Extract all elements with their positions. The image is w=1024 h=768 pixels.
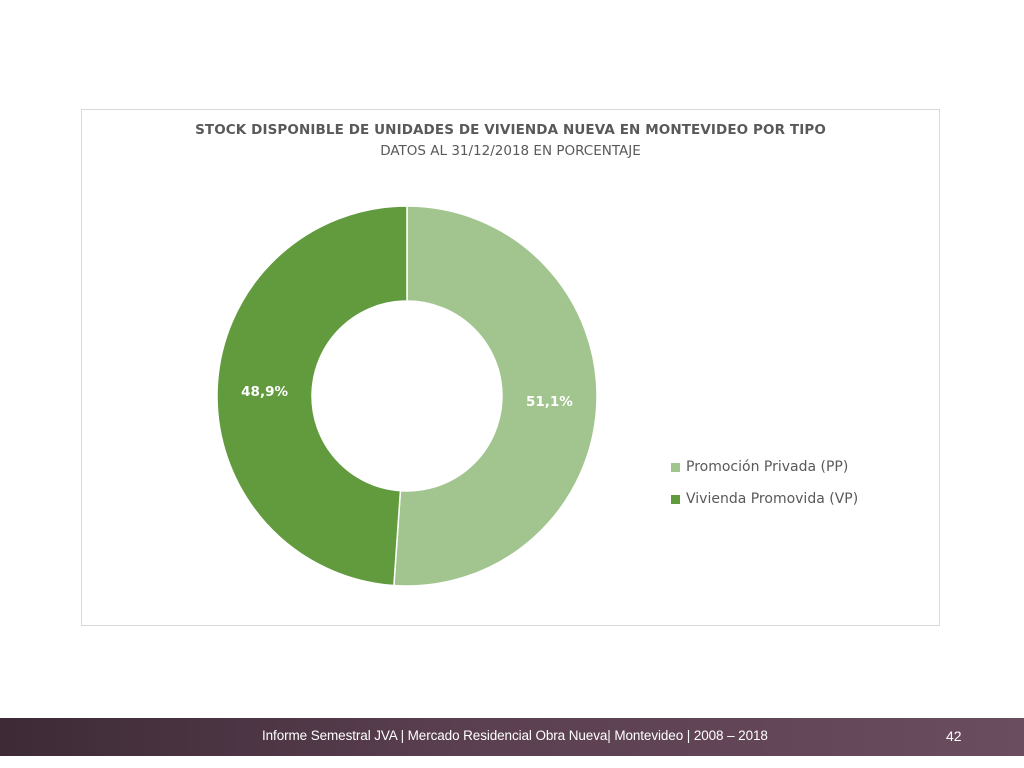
chart-legend: Promoción Privada (PP) Vivienda Promovid… bbox=[671, 451, 858, 515]
chart-frame: STOCK DISPONIBLE DE UNIDADES DE VIVIENDA… bbox=[81, 109, 940, 626]
donut-chart: 51,1% 48,9% bbox=[216, 205, 598, 587]
legend-item-vp: Vivienda Promovida (VP) bbox=[671, 483, 858, 515]
donut-data-label-1: 48,9% bbox=[241, 384, 288, 400]
legend-item-pp: Promoción Privada (PP) bbox=[671, 451, 858, 483]
page-number: 42 bbox=[946, 728, 962, 744]
chart-title: STOCK DISPONIBLE DE UNIDADES DE VIVIENDA… bbox=[195, 122, 826, 138]
donut-slice-0 bbox=[393, 205, 598, 587]
donut-slice-1 bbox=[216, 205, 408, 587]
footer-bar: Informe Semestral JVA | Mercado Residenc… bbox=[0, 718, 1024, 756]
legend-swatch-pp bbox=[671, 462, 680, 472]
footer-text: Informe Semestral JVA | Mercado Residenc… bbox=[262, 728, 768, 743]
donut-data-label-0: 51,1% bbox=[526, 394, 573, 410]
legend-label-vp: Vivienda Promovida (VP) bbox=[686, 491, 859, 507]
chart-subtitle: DATOS AL 31/12/2018 EN PORCENTAJE bbox=[380, 143, 641, 159]
legend-swatch-vp bbox=[671, 494, 680, 504]
legend-label-pp: Promoción Privada (PP) bbox=[686, 459, 849, 475]
